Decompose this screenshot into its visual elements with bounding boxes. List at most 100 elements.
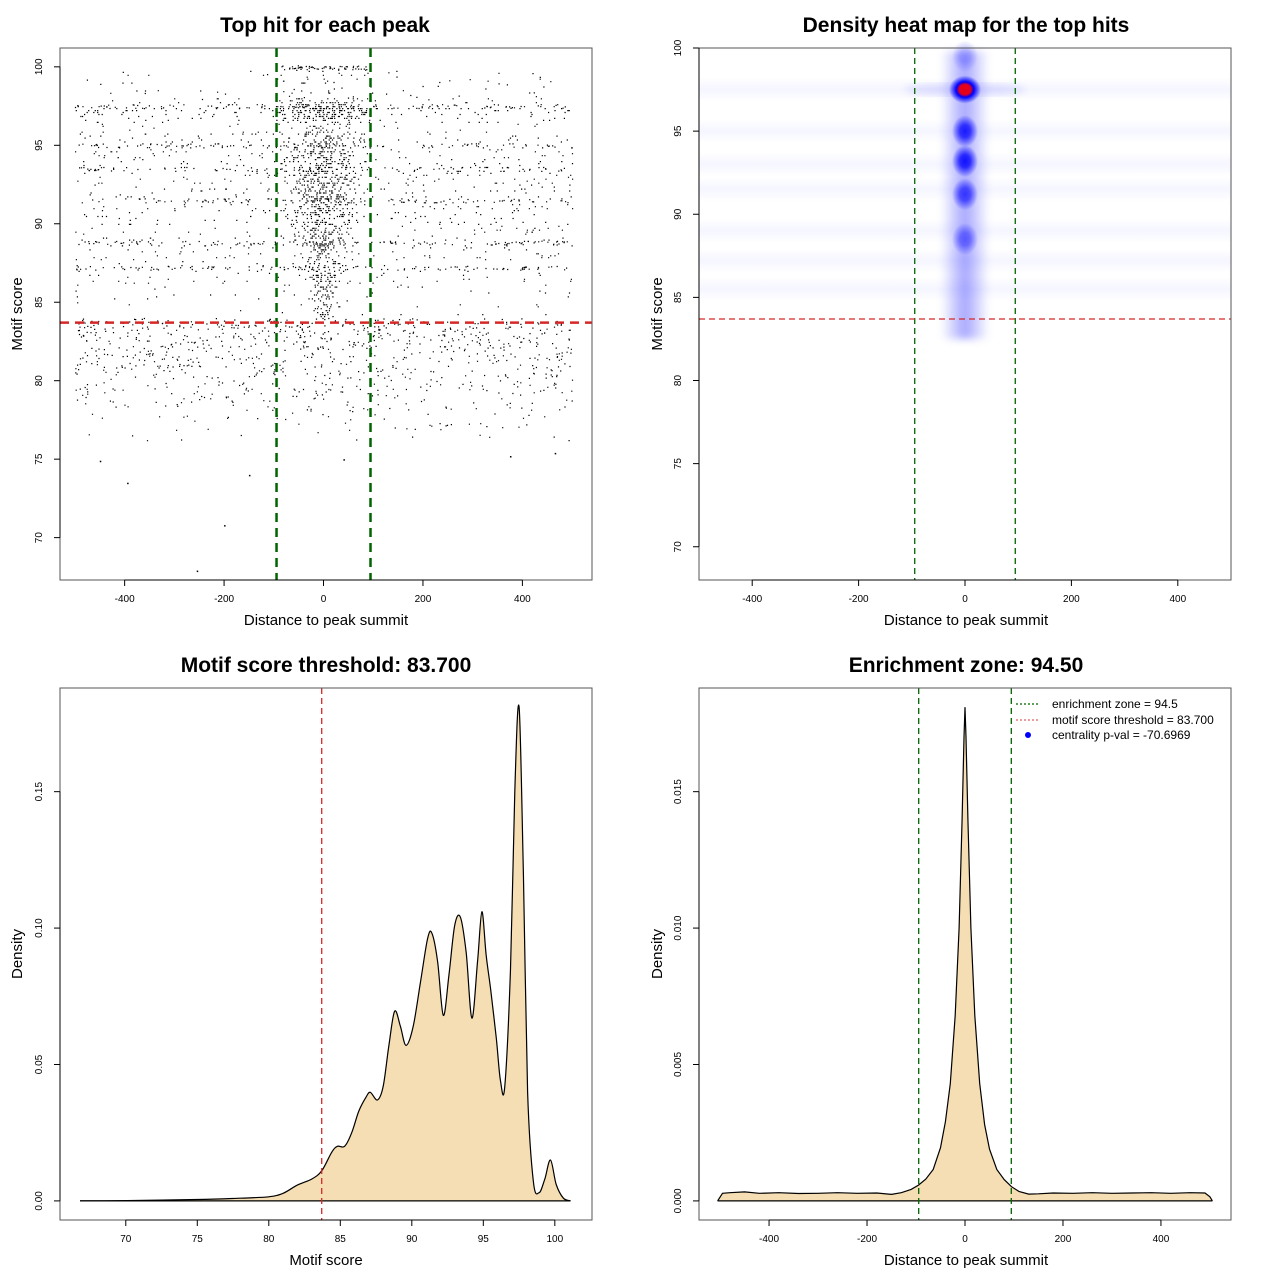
y-tick-label: 70 [673, 541, 684, 553]
x-tick-label: 95 [478, 1234, 490, 1245]
x-axis: -400 -200 0 200 400 [115, 579, 531, 605]
density-fill [717, 707, 1213, 1201]
y-tick-label: 0.005 [673, 1052, 684, 1077]
y-tick-label: 0.015 [673, 779, 684, 804]
x-axis-label: Distance to peak summit [884, 1252, 1049, 1269]
y-axis-label: Motif score [9, 277, 26, 350]
density-area [79, 704, 571, 1202]
y-tick-label: 85 [673, 291, 684, 303]
y-tick-label: 90 [673, 208, 684, 220]
y-tick-label: 95 [34, 139, 45, 151]
x-tick-label: 200 [415, 594, 432, 605]
heat-hotspot [952, 178, 978, 211]
heatmap-field [699, 40, 1231, 339]
legend-label: centrality p-val = -70.6969 [1052, 728, 1191, 742]
scatter-point-outlier [554, 452, 557, 455]
legend-label: enrichment zone = 94.5 [1052, 697, 1178, 711]
scatter-point-outlier [509, 456, 512, 458]
y-tick-label: 100 [673, 39, 684, 56]
x-tick-label: 0 [321, 594, 327, 605]
y-tick-label: 80 [34, 375, 45, 387]
y-axis: 0.00 0.05 0.10 0.15 [34, 782, 61, 1211]
legend-entry-threshold: motif score threshold = 83.700 [1016, 713, 1214, 727]
x-tick-label: 100 [546, 1234, 563, 1245]
y-tick-label: 0.010 [673, 915, 684, 940]
x-axis: -400 -200 0 200 400 [742, 579, 1187, 605]
chart-title: Enrichment zone: 94.50 [849, 654, 1084, 677]
heat-hotspot [952, 115, 978, 148]
y-tick-label: 0.000 [673, 1188, 684, 1213]
scatter-point-outlier [127, 482, 129, 485]
y-tick-label: 95 [673, 125, 684, 137]
reference-lines [918, 688, 1012, 1220]
x-axis-label: Distance to peak summit [884, 612, 1049, 629]
x-tick-label: -200 [857, 1234, 877, 1245]
y-tick-label: 100 [34, 58, 45, 75]
x-tick-label: -200 [849, 594, 869, 605]
density-fill [80, 704, 571, 1201]
y-tick-label: 75 [673, 458, 684, 470]
panel-position-density: Enrichment zone: 94.50 -400 -200 0 200 400 0… [649, 654, 1232, 1269]
x-axis-label: Motif score [289, 1252, 362, 1269]
chart-title: Density heat map for the top hits [803, 14, 1130, 37]
x-tick-label: 90 [406, 1234, 418, 1245]
x-tick-label: -200 [214, 594, 234, 605]
scatter-point-outlier [224, 525, 226, 527]
x-axis: 70 75 80 85 90 95 100 [120, 1219, 564, 1245]
y-tick-label: 85 [34, 296, 45, 308]
scatter-point-cloud [74, 65, 574, 442]
y-axis-label: Density [9, 928, 26, 979]
legend-label: motif score threshold = 83.700 [1052, 713, 1214, 727]
chart-title: Top hit for each peak [220, 14, 430, 37]
x-tick-label: 75 [192, 1234, 204, 1245]
heat-hotspot [952, 145, 978, 178]
y-tick-label: 90 [34, 218, 45, 230]
y-tick-label: 80 [673, 375, 684, 387]
x-tick-label: 0 [962, 1234, 968, 1245]
heat-hotspot [952, 40, 978, 73]
scatter-point-outlier [248, 474, 251, 477]
y-tick-label: 0.05 [34, 1054, 45, 1074]
x-tick-label: -400 [742, 594, 762, 605]
x-axis-label: Distance to peak summit [244, 612, 409, 629]
y-tick-label: 0.00 [34, 1191, 45, 1211]
y-axis-label: Motif score [649, 277, 666, 350]
heat-hotspot-glow [905, 83, 1025, 96]
reference-lines [699, 48, 1231, 580]
y-tick-label: 0.10 [34, 918, 45, 938]
y-axis: 70 75 80 85 90 95 100 [673, 39, 700, 553]
density-curve [79, 704, 571, 1202]
x-tick-label: 400 [1153, 1234, 1170, 1245]
y-axis-label: Density [649, 928, 666, 979]
scatter-point-outlier [343, 459, 345, 461]
panel-density-heatmap: Density heat map for the top hits -400 -2… [649, 14, 1232, 629]
reference-lines [60, 48, 592, 580]
density-curve [717, 707, 1213, 1202]
heat-hotspot [952, 223, 978, 256]
y-axis: 70 75 80 85 90 95 100 [34, 58, 61, 543]
x-tick-label: 200 [1063, 594, 1080, 605]
y-tick-label: 0.15 [34, 782, 45, 802]
plot-frame [59, 47, 593, 581]
chart-title: Motif score threshold: 83.700 [181, 654, 472, 677]
panel-score-density: Motif score threshold: 83.700 70 75 80 85 90… [9, 654, 593, 1269]
legend-entry-enrichment-zone: enrichment zone = 94.5 [1016, 697, 1178, 711]
scatter-point-outlier [99, 460, 102, 463]
y-axis: 0.000 0.005 0.010 0.015 [673, 779, 700, 1213]
legend-swatch-blue-dot [1025, 732, 1031, 738]
x-tick-label: 0 [962, 594, 968, 605]
x-tick-label: -400 [759, 1234, 779, 1245]
density-area [717, 707, 1213, 1202]
x-tick-label: 400 [1169, 594, 1186, 605]
scatter-point-outlier [196, 570, 199, 573]
x-tick-label: 70 [120, 1234, 132, 1245]
x-tick-label: 200 [1055, 1234, 1072, 1245]
x-tick-label: 85 [335, 1234, 347, 1245]
y-tick-label: 75 [34, 453, 45, 465]
x-axis: -400 -200 0 200 400 [759, 1219, 1170, 1245]
scatter-points [74, 65, 574, 573]
x-tick-label: 80 [263, 1234, 275, 1245]
x-tick-label: 400 [514, 594, 531, 605]
legend: enrichment zone = 94.5 motif score thres… [1016, 697, 1214, 742]
